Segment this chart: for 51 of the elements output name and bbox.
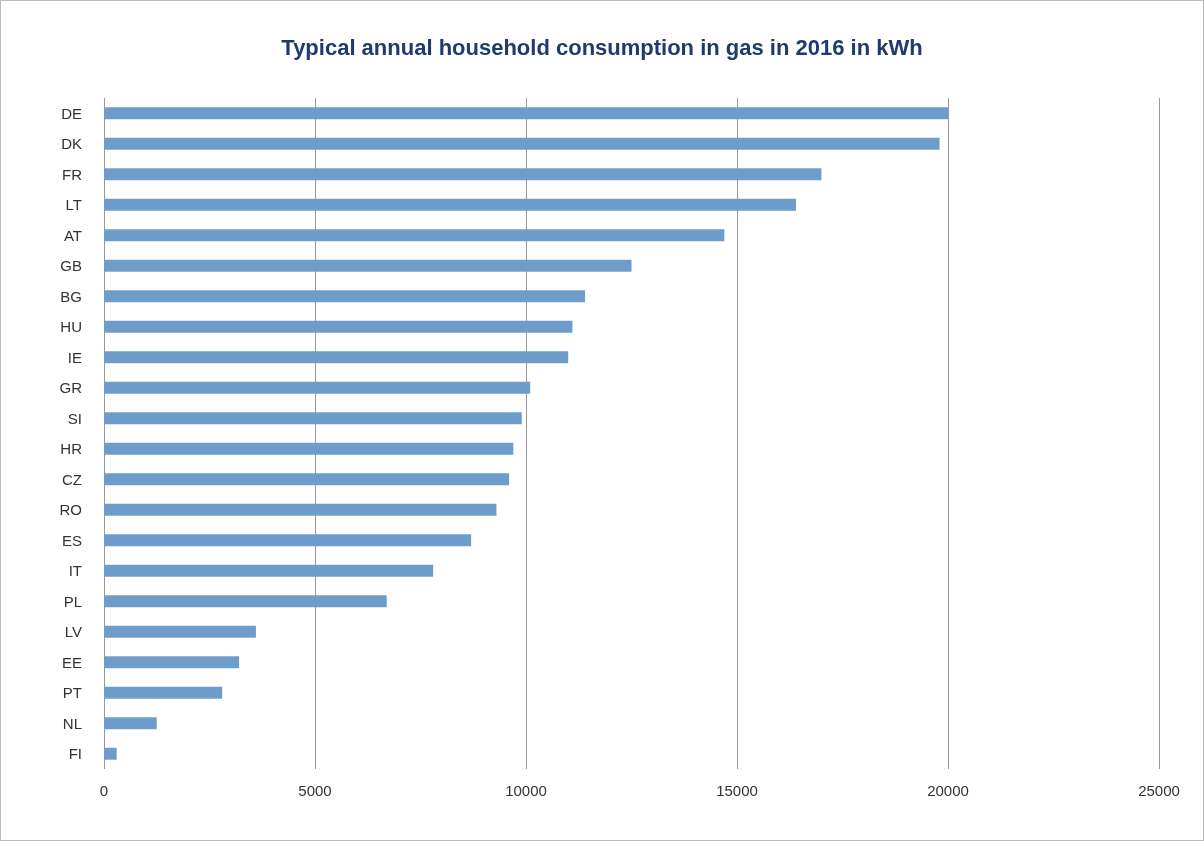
bar [104, 168, 822, 181]
y-tick-label: FR [62, 165, 83, 183]
bar [104, 320, 573, 333]
y-tick-label: GR [59, 379, 83, 397]
y-tick-label: SI [67, 409, 82, 427]
y-tick-label: PT [62, 684, 82, 702]
y-tick-label: NL [62, 714, 82, 732]
x-tick-label: 10000 [505, 782, 547, 799]
x-tick-label: 20000 [927, 782, 969, 799]
bar [104, 198, 797, 211]
bar [104, 137, 940, 150]
bar [104, 534, 472, 547]
bar [104, 564, 434, 577]
bar [104, 717, 157, 730]
bar [104, 229, 725, 242]
y-tick-label: IT [68, 562, 82, 580]
bar [104, 656, 240, 669]
x-tick-label: 5000 [298, 782, 332, 799]
bar [104, 625, 256, 638]
y-tick-label: AT [63, 226, 82, 244]
y-tick-label: HR [60, 440, 83, 458]
y-tick-label: GB [60, 257, 82, 275]
bar [104, 290, 586, 303]
bar [104, 442, 514, 455]
chart-title: Typical annual household consumption in gas in 2016 in kWh [281, 34, 923, 60]
y-tick-label: HU [60, 318, 82, 336]
x-tick-label: 15000 [716, 782, 758, 799]
y-tick-label: DE [61, 104, 82, 122]
y-tick-label: PL [63, 592, 82, 610]
y-tick-label: BG [60, 287, 82, 305]
x-tick-label: 25000 [1138, 782, 1180, 799]
bar [104, 503, 497, 516]
y-tick-label: FI [68, 745, 82, 763]
y-tick-label: ES [61, 531, 82, 549]
y-tick-label: EE [61, 653, 82, 671]
bar [104, 595, 387, 608]
bar [104, 381, 531, 394]
y-tick-label: LV [64, 623, 82, 641]
y-tick-label: LT [65, 196, 82, 214]
bar [104, 747, 117, 760]
bar [104, 107, 948, 120]
y-tick-label: RO [59, 501, 82, 519]
y-tick-label: DK [61, 135, 82, 153]
bar [104, 686, 223, 699]
y-tick-label: CZ [62, 470, 82, 488]
bar [104, 412, 522, 425]
bar [104, 351, 569, 364]
y-tick-label: IE [67, 348, 82, 366]
x-tick-label: 0 [99, 782, 109, 799]
bar [104, 259, 632, 272]
bar [104, 473, 510, 486]
